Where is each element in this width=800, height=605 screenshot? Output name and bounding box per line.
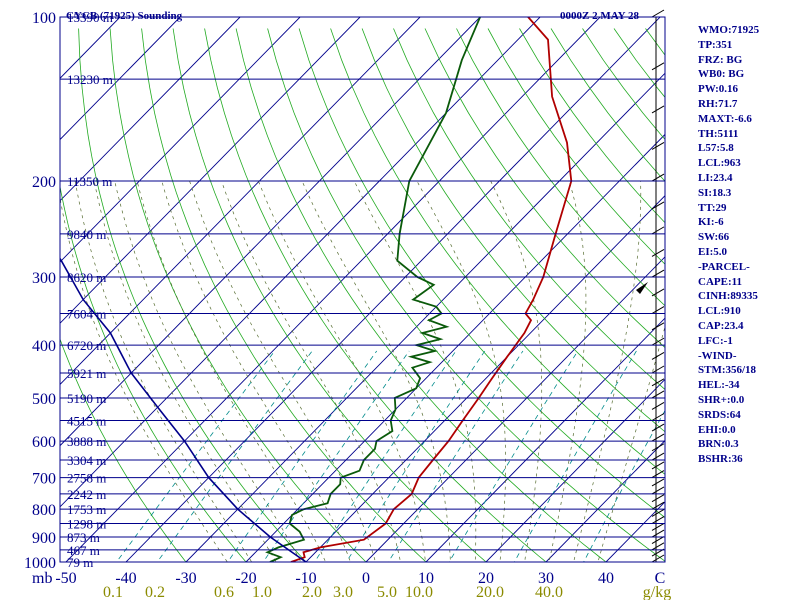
- pressure-label: 900: [32, 530, 56, 547]
- pressure-label: 600: [32, 434, 56, 451]
- index-value: KI:-6: [698, 215, 798, 230]
- index-value: SW:66: [698, 230, 798, 245]
- mixing-ratio-tick-label: 3.0: [333, 584, 353, 600]
- index-value: SI:18.3: [698, 186, 798, 201]
- height-label: 3304 m: [67, 453, 106, 468]
- pressure-label: 400: [32, 338, 56, 355]
- index-value: WB0: BG: [698, 67, 798, 82]
- index-value: WMO:71925: [698, 23, 798, 38]
- height-label: 6720 m: [67, 338, 106, 353]
- index-value: SRDS:64: [698, 408, 798, 423]
- height-label: 2242 m: [67, 487, 106, 502]
- index-value: RH:71.7: [698, 97, 798, 112]
- mixing-ratio-tick-label: 0.6: [214, 584, 234, 600]
- mixing-ratio-tick-label: 0.1: [103, 584, 123, 600]
- pressure-label: 200: [32, 174, 56, 191]
- height-label: 4515 m: [67, 413, 106, 428]
- mixing-ratio-tick-label: 5.0: [377, 584, 397, 600]
- mixing-ratio-tick-label: 2.0: [302, 584, 322, 600]
- mixing-ratio-tick-label: 1.0: [252, 584, 272, 600]
- index-value: BRN:0.3: [698, 437, 798, 452]
- index-value: PW:0.16: [698, 82, 798, 97]
- index-value: TH:5111: [698, 127, 798, 142]
- pressure-label: 100: [32, 10, 56, 27]
- index-value: MAXT:-6.6: [698, 112, 798, 127]
- temperature-tick-label: -50: [55, 570, 76, 587]
- pressure-label: 700: [32, 471, 56, 488]
- height-label: 5921 m: [67, 366, 106, 381]
- height-label: 7604 m: [67, 307, 106, 322]
- mixing-ratio-tick-label: 10.0: [405, 584, 433, 600]
- height-label: 2758 m: [67, 471, 106, 486]
- temperature-tick-label: 40: [598, 570, 614, 587]
- pressure-label: 800: [32, 502, 56, 519]
- index-value: CINH:89335: [698, 289, 798, 304]
- height-label: 3888 m: [67, 434, 106, 449]
- mixing-ratio-tick-label: 20.0: [476, 584, 504, 600]
- index-value: FRZ: BG: [698, 53, 798, 68]
- mixing-ratio-tick-label: 0.2: [145, 584, 165, 600]
- height-label: 13230 m: [67, 72, 113, 87]
- pressure-label: 500: [32, 391, 56, 408]
- index-value: LFC:-1: [698, 334, 798, 349]
- index-value: TT:29: [698, 201, 798, 216]
- index-value: TP:351: [698, 38, 798, 53]
- index-value: SHR+:0.0: [698, 393, 798, 408]
- index-value: LCL:963: [698, 156, 798, 171]
- index-value: -PARCEL-: [698, 260, 798, 275]
- time-title: 0000Z 2 MAY 28: [560, 10, 639, 22]
- index-value: STM:356/18: [698, 363, 798, 378]
- height-label: 11350 m: [67, 174, 112, 189]
- index-value: LI:23.4: [698, 171, 798, 186]
- index-value: EI:5.0: [698, 245, 798, 260]
- height-label: 5190 m: [67, 391, 106, 406]
- index-value: EHI:0.0: [698, 423, 798, 438]
- index-value: HEL:-34: [698, 378, 798, 393]
- mixing-ratio-tick-label: g/kg: [643, 584, 671, 600]
- index-value: CAPE:11: [698, 275, 798, 290]
- temperature-tick-label: 0: [362, 570, 370, 587]
- mixing-ratio-tick-label: 40.0: [535, 584, 563, 600]
- pressure-unit-label: mb: [32, 570, 52, 587]
- pressure-label: 300: [32, 270, 56, 287]
- index-value: LCL:910: [698, 304, 798, 319]
- index-value: L57:5.8: [698, 141, 798, 156]
- height-label: 1753 m: [67, 502, 106, 517]
- height-label: 9840 m: [67, 227, 106, 242]
- height-label: 8620 m: [67, 270, 106, 285]
- station-title: CYCB (71925) Sounding: [66, 10, 183, 22]
- temperature-tick-label: -30: [175, 570, 196, 587]
- index-value: -WIND-: [698, 349, 798, 364]
- index-value: BSHR:36: [698, 452, 798, 467]
- index-value: CAP:23.4: [698, 319, 798, 334]
- height-label: 79 m: [67, 555, 93, 570]
